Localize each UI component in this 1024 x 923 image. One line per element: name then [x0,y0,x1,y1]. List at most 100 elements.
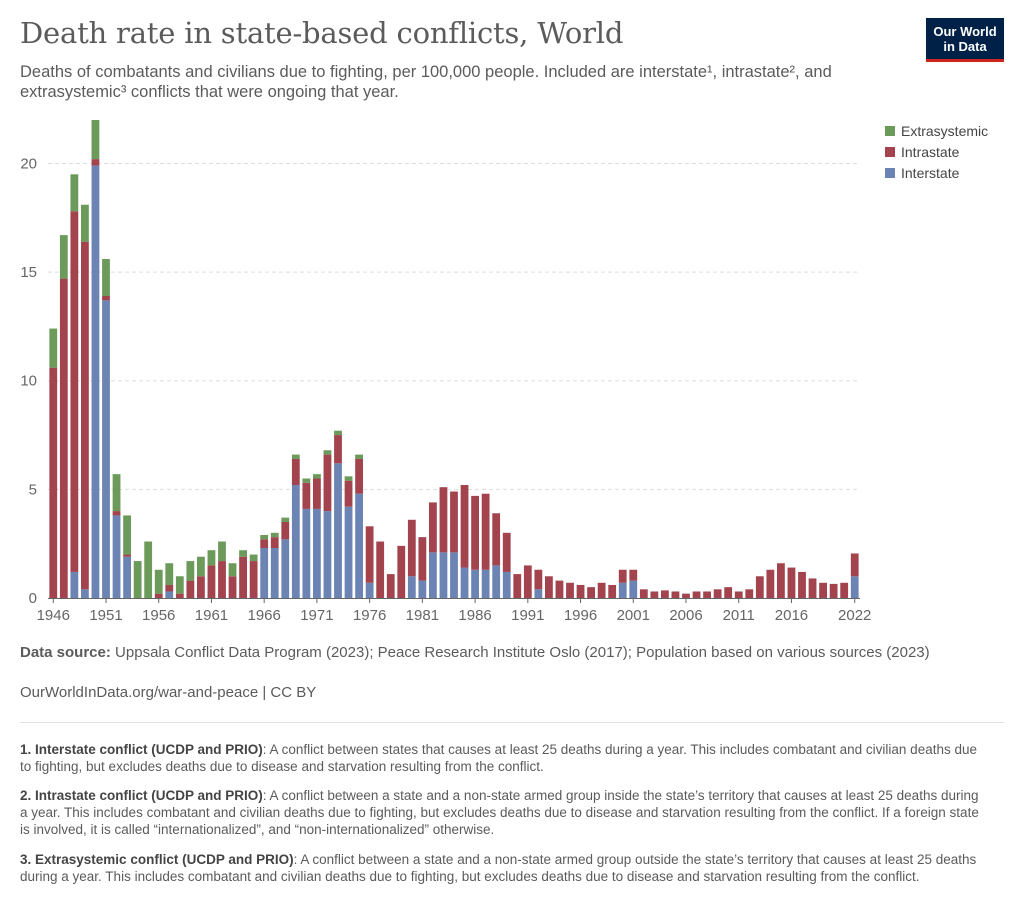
bar-intrastate-2017[interactable] [798,571,806,598]
bar-extrasystemic-1962[interactable] [218,541,226,562]
bar-intrastate-2011[interactable] [734,591,743,598]
bar-intrastate-1979[interactable] [397,545,406,598]
bar-intrastate-1967[interactable] [270,537,279,549]
bar-interstate-1981[interactable] [418,580,427,598]
bar-interstate-1950[interactable] [91,165,100,598]
bar-interstate-1957[interactable] [165,591,174,598]
bar-intrastate-2013[interactable] [755,576,764,598]
bar-intrastate-2006[interactable] [682,593,690,598]
bar-interstate-1969[interactable] [291,485,300,598]
bar-intrastate-2012[interactable] [745,589,754,598]
bar-extrasystemic-1955[interactable] [144,541,153,598]
bar-intrastate-1992[interactable] [534,569,543,590]
bar-intrastate-2009[interactable] [713,589,722,598]
bar-interstate-1984[interactable] [450,552,458,598]
bar-extrasystemic-1959[interactable] [186,561,195,581]
bar-extrasystemic-1957[interactable] [165,563,174,585]
bar-interstate-1971[interactable] [313,508,321,598]
bar-interstate-1973[interactable] [334,463,342,598]
bar-intrastate-2018[interactable] [808,578,817,598]
bar-intrastate-1947[interactable] [59,278,68,598]
bar-interstate-1974[interactable] [344,506,353,598]
bar-intrastate-1969[interactable] [291,458,300,486]
bar-intrastate-2007[interactable] [692,591,701,598]
bar-intrastate-1965[interactable] [249,561,258,598]
bar-intrastate-1966[interactable] [260,539,269,549]
bar-interstate-1968[interactable] [281,539,290,598]
bar-extrasystemic-1958[interactable] [175,576,184,594]
bar-intrastate-1990[interactable] [513,574,522,598]
bar-extrasystemic-1969[interactable] [291,454,300,459]
bar-extrasystemic-1951[interactable] [102,259,110,296]
bar-interstate-1976[interactable] [365,582,374,598]
bar-intrastate-1968[interactable] [281,521,290,540]
bar-intrastate-1995[interactable] [566,582,574,598]
bar-intrastate-1991[interactable] [523,565,532,598]
bar-intrastate-1959[interactable] [186,580,195,598]
bar-interstate-1987[interactable] [481,569,490,598]
bar-intrastate-1998[interactable] [597,582,606,598]
bar-extrasystemic-1975[interactable] [355,454,363,459]
bar-extrasystemic-1964[interactable] [239,550,247,557]
bar-extrasystemic-1950[interactable] [91,120,100,160]
bar-intrastate-1970[interactable] [302,482,311,509]
bar-extrasystemic-1966[interactable] [260,534,269,540]
bar-interstate-2000[interactable] [618,582,627,598]
bar-intrastate-2021[interactable] [840,582,849,598]
bar-interstate-1986[interactable] [471,569,479,598]
bar-interstate-1982[interactable] [429,552,437,598]
bar-intrastate-1956[interactable] [154,593,163,598]
bar-extrasystemic-1971[interactable] [313,474,321,479]
bar-intrastate-1950[interactable] [91,159,100,166]
bar-intrastate-1971[interactable] [313,478,321,509]
bar-intrastate-1983[interactable] [439,487,448,553]
bar-intrastate-1997[interactable] [587,587,595,598]
owid-logo[interactable]: Our World in Data [926,18,1004,62]
legend-item-extrasystemic[interactable]: Extrasystemic [885,120,988,141]
bar-intrastate-1948[interactable] [70,211,79,572]
bar-intrastate-2020[interactable] [829,583,838,598]
bar-intrastate-1952[interactable] [112,511,121,516]
bar-intrastate-1976[interactable] [365,526,374,583]
bar-extrasystemic-1960[interactable] [197,556,205,577]
bar-intrastate-1999[interactable] [608,584,617,598]
bar-extrasystemic-1952[interactable] [112,474,121,512]
bar-interstate-2001[interactable] [629,580,638,598]
bar-intrastate-2022[interactable] [850,553,859,577]
legend-item-intrastate[interactable]: Intrastate [885,141,988,162]
bar-interstate-1980[interactable] [407,576,416,598]
bar-intrastate-1953[interactable] [123,554,131,557]
bar-extrasystemic-1965[interactable] [249,554,258,562]
bar-intrastate-2002[interactable] [639,589,648,598]
bar-interstate-1989[interactable] [502,571,511,598]
bar-extrasystemic-1956[interactable] [154,569,163,594]
bar-extrasystemic-1967[interactable] [270,532,279,538]
bar-intrastate-1964[interactable] [239,556,247,598]
bar-interstate-1988[interactable] [492,565,501,598]
bar-extrasystemic-1970[interactable] [302,478,311,483]
bar-interstate-1992[interactable] [534,589,543,598]
bar-intrastate-1977[interactable] [376,541,385,598]
bar-extrasystemic-1953[interactable] [123,515,131,555]
bar-intrastate-1984[interactable] [450,491,458,553]
bar-intrastate-2003[interactable] [650,591,659,598]
bar-intrastate-1963[interactable] [228,576,237,598]
bar-intrastate-1960[interactable] [197,576,205,598]
bar-interstate-1972[interactable] [323,511,332,598]
bar-intrastate-1957[interactable] [165,584,174,592]
bar-intrastate-2004[interactable] [661,590,669,598]
bar-intrastate-1981[interactable] [418,537,427,581]
bar-intrastate-2015[interactable] [777,563,785,598]
bar-intrastate-2000[interactable] [618,569,627,583]
bar-intrastate-1994[interactable] [555,580,564,598]
bar-interstate-1966[interactable] [260,548,269,598]
bar-extrasystemic-1946[interactable] [49,328,58,368]
legend-item-interstate[interactable]: Interstate [885,162,988,183]
bar-intrastate-1987[interactable] [481,493,490,570]
bar-interstate-1983[interactable] [439,552,448,598]
bar-extrasystemic-1954[interactable] [133,561,142,598]
bar-interstate-1951[interactable] [102,300,110,598]
bar-interstate-1948[interactable] [70,571,79,598]
bar-extrasystemic-1968[interactable] [281,517,290,522]
bar-extrasystemic-1974[interactable] [344,476,353,481]
